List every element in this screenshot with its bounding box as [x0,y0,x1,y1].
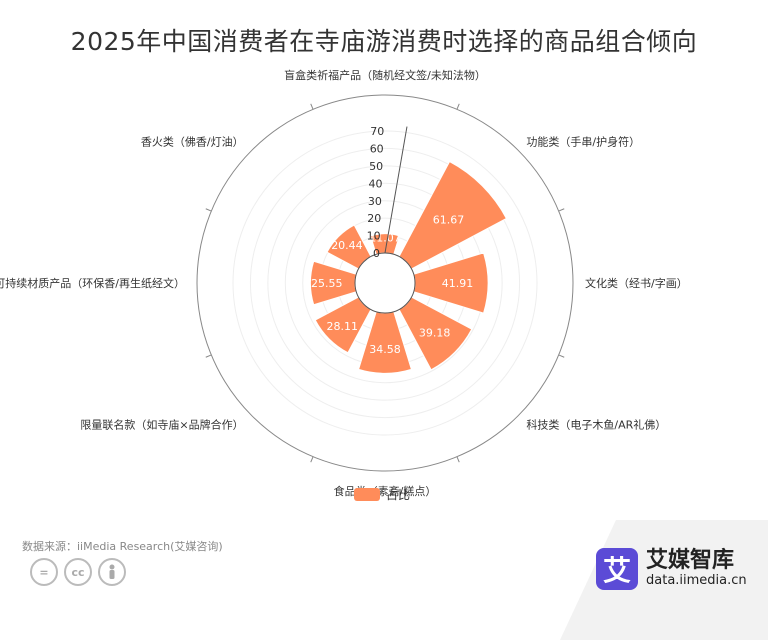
category-label-5: 限量联名款（如寺庙×品牌合作） [80,417,243,431]
outer-tick [456,456,460,463]
grid-circle [267,165,503,401]
person-icon [98,558,126,586]
data-label-6: 25.55 [311,277,343,290]
license-icons: = cc [30,558,126,586]
radial-tick-label: 70 [370,125,384,138]
outer-tick [558,208,565,212]
cc-icon: cc [64,558,92,586]
category-label-7: 香火类（佛香/灯油） [141,135,244,149]
brand-name: 艾媒智库 [646,548,735,573]
radial-axis [384,126,408,254]
data-label-7: 20.44 [331,239,363,252]
data-label-2: 41.91 [442,277,474,290]
data-source: 数据来源：iiMedia Research(艾媒咨询) [22,540,223,553]
radial-tick-label: 60 [370,143,384,156]
outer-tick [456,103,460,110]
brand-logo-icon: 艾 [596,548,638,590]
radial-tick-label: 40 [368,177,382,190]
polar-bar-chart: 11.07 61.67 41.91 39.18 34.58 28.11 25.55 20.44… [0,68,688,498]
radial-tick-label: 0 [373,247,380,260]
category-label-2: 文化类（经书/字画） [585,276,688,290]
outer-tick [310,456,314,463]
outer-tick [310,103,314,110]
data-label-5: 28.11 [326,320,358,333]
category-label-6: 可持续材质产品（环保香/再生纸经文） [0,276,185,290]
data-label-0: 11.07 [369,231,401,244]
radial-tick-label: 50 [369,160,383,173]
radial-tick-label: 20 [367,212,381,225]
outer-tick [205,208,212,212]
data-label-3: 39.18 [419,327,451,340]
radial-tick-label: 30 [368,195,382,208]
outer-tick [205,354,212,358]
legend-swatch [354,488,380,501]
category-label-1: 功能类（手串/护身符） [526,135,640,149]
legend[interactable]: 占比 [354,486,410,503]
radial-tick-label: 10 [367,230,381,243]
legend-label: 占比 [386,488,411,502]
data-label-4: 34.58 [369,343,401,356]
grid-circle [232,130,538,436]
outer-ring [196,94,574,472]
brand-logo-block[interactable]: 艾 艾媒智库 data.iimedia.cn [596,548,747,590]
category-label-0: 盲盒类祈福产品（随机经文签/未知法物） [284,68,486,82]
grid-circle [249,147,521,419]
center-hole [354,252,416,314]
chart-title: 2025年中国消费者在寺庙游消费时选择的商品组合倾向 [70,27,698,56]
outer-tick [558,354,565,358]
equals-icon: = [30,558,58,586]
data-label-1: 61.67 [433,214,465,227]
category-label-3: 科技类（电子木鱼/AR礼佛） [526,417,666,431]
brand-url: data.iimedia.cn [646,573,747,588]
